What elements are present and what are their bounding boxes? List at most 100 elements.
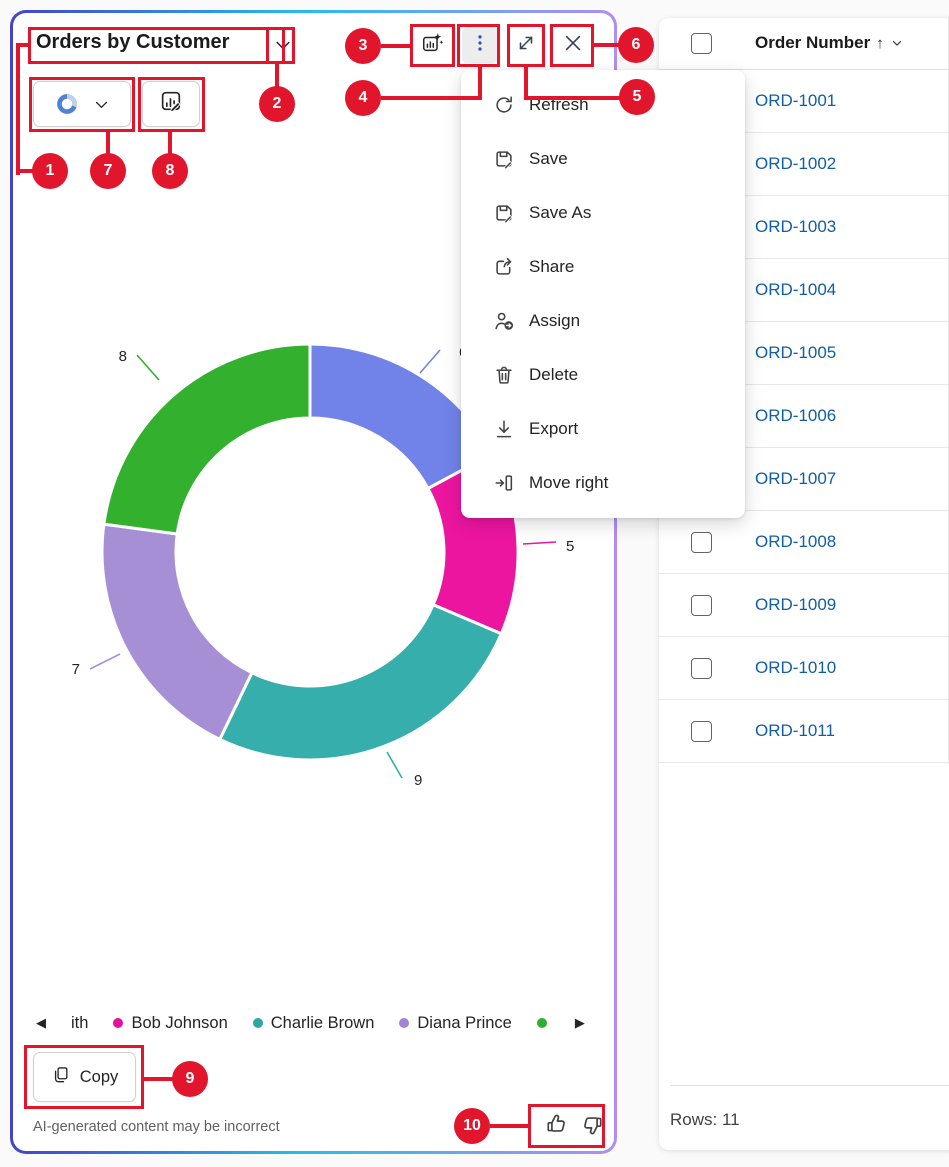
menu-item-save[interactable]: Save [461,132,745,186]
table-footer-divider [670,1085,949,1086]
menu-item-label: Assign [529,311,581,330]
row-checkbox[interactable] [691,658,712,679]
legend-item[interactable]: Bob Johnson [113,1013,228,1033]
order-number-link[interactable]: ORD-1011 [755,721,835,740]
table-row[interactable]: ORD-1009 [659,574,949,637]
menu-item-export[interactable]: Export [461,402,745,456]
row-checkbox[interactable] [691,721,712,742]
order-number-link[interactable]: ORD-1009 [755,595,837,614]
annotation-line [524,67,528,100]
menu-item-save-as[interactable]: Save As [461,186,745,240]
order-number-link[interactable]: ORD-1006 [755,406,837,425]
expand-button[interactable] [508,27,544,63]
order-number-link[interactable]: ORD-1003 [755,217,837,236]
row-checkbox[interactable] [691,532,712,553]
order-number-link[interactable]: ORD-1005 [755,343,837,362]
table-header-row: Order Number ↑ [659,18,949,70]
legend-dot [536,1018,547,1028]
chevron-down-icon[interactable] [93,96,110,113]
chart-sparkle-button[interactable] [414,27,450,63]
legend-prev-icon[interactable]: ◀ [36,1015,46,1030]
menu-item-share[interactable]: Share [461,240,745,294]
slice-leader-line [522,541,557,545]
slice-leader-line [89,653,121,670]
slice-leader-line [136,354,160,381]
slice-data-label: 8 [119,348,127,365]
annotation-box [507,24,545,67]
edit-chart-button[interactable] [142,81,200,127]
kebab-button[interactable] [462,27,498,63]
legend-label: Charlie Brown [270,1013,375,1032]
annotation-badge-1: 1 [32,153,68,189]
annotation-badge-7: 7 [90,153,126,189]
sort-ascending-icon: ↑ [876,34,884,52]
edit-chart-icon [159,89,184,119]
annotation-line [524,96,620,100]
legend-label: Diana Prince [417,1013,512,1032]
legend-item[interactable]: ith [71,1014,88,1033]
thumbs-up-icon[interactable] [543,1111,570,1143]
menu-item-assign[interactable]: Assign [461,294,745,348]
annotation-line [381,96,480,100]
row-count: Rows: 11 [670,1110,740,1129]
chart-type-split-button[interactable] [33,81,131,127]
menu-item-label: Delete [529,365,579,384]
select-all-checkbox[interactable] [691,33,712,54]
legend-item[interactable]: Charlie Brown [252,1013,375,1033]
annotation-badge-6: 6 [618,27,654,63]
order-number-link[interactable]: ORD-1002 [755,154,837,173]
copy-button[interactable]: Copy [33,1052,136,1102]
annotation-line [478,67,482,100]
legend-next-icon[interactable]: ▶ [574,1015,585,1030]
menu-item-label: Save As [529,203,592,222]
table-row[interactable]: ORD-1010 [659,637,949,700]
annotation-line [143,1077,173,1081]
menu-item-refresh[interactable]: Refresh [461,78,745,132]
order-number-link[interactable]: ORD-1010 [755,658,837,677]
legend-dot [252,1018,263,1028]
annotation-box [24,1045,144,1109]
column-menu-chevron-icon[interactable] [890,36,904,50]
row-checkbox[interactable] [691,595,712,616]
chart-title[interactable]: Orders by Customer [36,31,230,53]
slice-data-label: 7 [72,661,80,678]
menu-item-label: Export [529,419,579,438]
slice-leader-line [419,349,441,374]
donut-slice[interactable] [102,342,312,536]
annotation-box [29,77,135,132]
delete-icon [493,364,515,386]
order-number-link[interactable]: ORD-1007 [755,469,837,488]
annotation-line [381,44,410,48]
order-number-link[interactable]: ORD-1008 [755,532,837,551]
menu-item-label: Move right [529,473,609,492]
table-row[interactable]: ORD-1008 [659,511,949,574]
order-number-link[interactable]: ORD-1004 [755,280,837,299]
annotation-box [528,1104,605,1148]
annotation-box [28,27,285,64]
menu-item-delete[interactable]: Delete [461,348,745,402]
menu-item-label: Save [529,149,568,168]
annotation-badge-10: 10 [454,1108,490,1144]
table-row[interactable]: ORD-1011 [659,700,949,763]
legend-item[interactable]: Diana Prince [399,1013,512,1033]
donut-slice[interactable] [218,603,503,762]
slice-leader-line [386,751,403,779]
annotation-badge-8: 8 [152,153,188,189]
annotation-badge-9: 9 [172,1061,208,1097]
annotation-badge-2: 2 [259,86,295,122]
chart-legend: ◀ ith Bob Johnson Charlie Brown Diana Prince… [36,1012,606,1034]
annotation-line [106,132,110,154]
assign-icon [493,310,515,332]
order-number-link[interactable]: ORD-1001 [755,91,837,110]
column-header-order-number[interactable]: Order Number ↑ [755,33,904,53]
legend-label: Bob Johnson [131,1013,228,1032]
legend-dot [399,1018,410,1028]
menu-item-move-right[interactable]: Move right [461,456,745,510]
thumbs-down-icon[interactable] [579,1111,606,1143]
move-right-icon [493,472,515,494]
legend-item[interactable] [536,1018,547,1028]
donut-slice[interactable] [100,522,254,741]
chart-context-menu: Refresh Save Save As Share Assign Delete Expor… [461,70,745,518]
annotation-line [168,132,172,154]
close-button[interactable] [555,27,591,63]
